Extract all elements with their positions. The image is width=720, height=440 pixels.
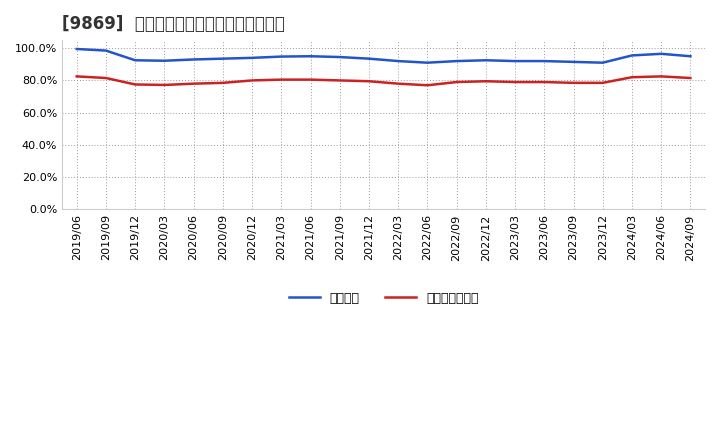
固定長期適合率 — [452, 79, 461, 84]
固定比率 — [364, 56, 373, 61]
固定比率 — [306, 54, 315, 59]
固定長期適合率 — [657, 74, 665, 79]
固定長期適合率 — [510, 79, 519, 84]
固定比率 — [218, 56, 227, 61]
固定長期適合率 — [131, 82, 140, 87]
固定長期適合率 — [540, 79, 549, 84]
固定比率 — [482, 58, 490, 63]
固定長期適合率 — [73, 74, 81, 79]
固定比率 — [160, 58, 168, 63]
固定長期適合率 — [628, 74, 636, 80]
固定長期適合率 — [306, 77, 315, 82]
固定比率 — [686, 54, 695, 59]
固定比率 — [423, 60, 432, 65]
固定長期適合率 — [218, 80, 227, 85]
固定比率 — [336, 55, 344, 60]
固定比率 — [628, 53, 636, 58]
固定長期適合率 — [189, 81, 198, 86]
固定長期適合率 — [482, 79, 490, 84]
固定長期適合率 — [102, 75, 110, 81]
固定比率 — [189, 57, 198, 62]
Line: 固定比率: 固定比率 — [77, 49, 690, 62]
固定比率 — [277, 54, 286, 59]
固定比率 — [598, 60, 607, 65]
固定長期適合率 — [570, 80, 578, 85]
Text: [9869]  固定比率、固定長期適合率の推移: [9869] 固定比率、固定長期適合率の推移 — [62, 15, 285, 33]
固定比率 — [248, 55, 256, 60]
固定長期適合率 — [686, 75, 695, 81]
固定比率 — [394, 59, 402, 64]
固定長期適合率 — [160, 82, 168, 88]
固定比率 — [131, 58, 140, 63]
固定長期適合率 — [248, 78, 256, 83]
固定比率 — [657, 51, 665, 56]
固定長期適合率 — [336, 78, 344, 83]
固定比率 — [510, 59, 519, 64]
Legend: 固定比率, 固定長期適合率: 固定比率, 固定長期適合率 — [284, 287, 484, 310]
固定比率 — [570, 59, 578, 65]
固定長期適合率 — [423, 83, 432, 88]
固定比率 — [452, 59, 461, 64]
固定比率 — [102, 48, 110, 53]
固定長期適合率 — [364, 79, 373, 84]
Line: 固定長期適合率: 固定長期適合率 — [77, 77, 690, 85]
固定長期適合率 — [598, 80, 607, 85]
固定長期適合率 — [394, 81, 402, 86]
固定比率 — [540, 59, 549, 64]
固定比率 — [73, 46, 81, 51]
固定長期適合率 — [277, 77, 286, 82]
